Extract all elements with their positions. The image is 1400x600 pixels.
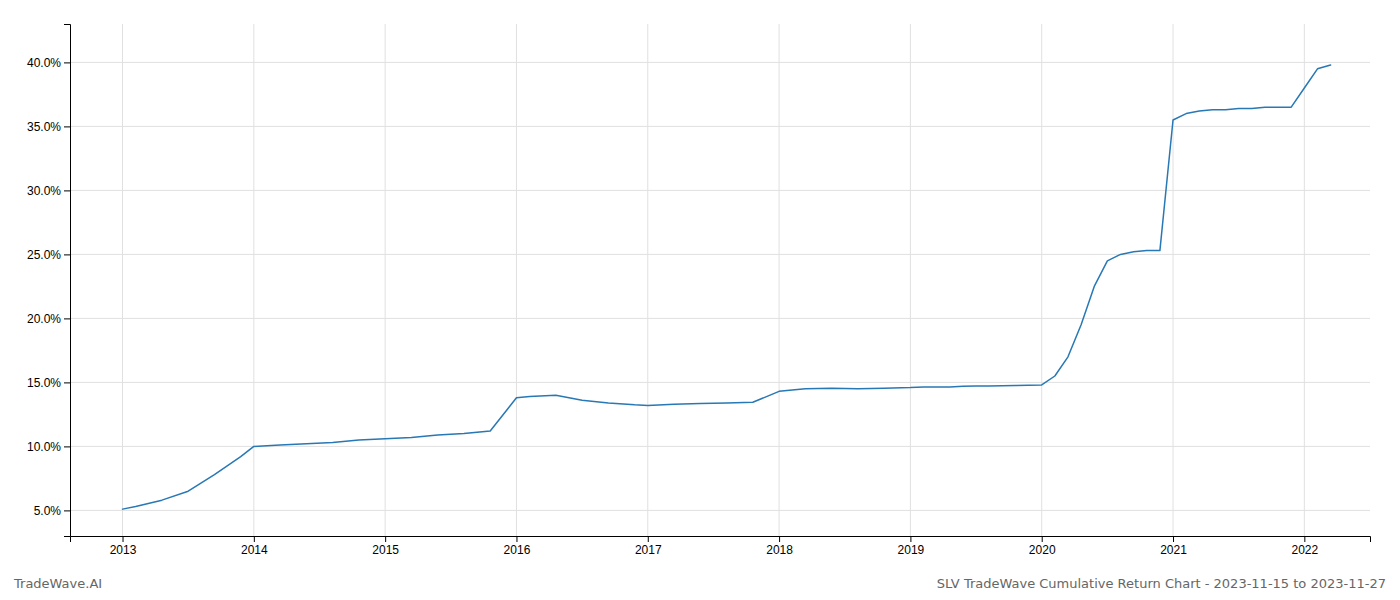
x-tick-label: 2019 (898, 543, 925, 557)
x-axis-line (71, 537, 1371, 543)
x-tick-label: 2018 (766, 543, 793, 557)
x-tick-mark (779, 536, 780, 542)
marks (123, 65, 1331, 509)
x-tick-label: 2017 (635, 543, 662, 557)
grid-line (70, 190, 1370, 191)
grid-line (70, 254, 1370, 255)
x-tick-label: 2016 (504, 543, 531, 557)
y-tick: 40.0% (27, 56, 70, 70)
x-tick-mark (910, 536, 911, 542)
x-tick-mark (1304, 536, 1305, 542)
x-tick-mark (1173, 536, 1174, 542)
x-tick-mark (516, 536, 517, 542)
y-tick: 10.0% (27, 440, 70, 454)
title: SLV TradeWave Cumulative Return Chart - … (937, 576, 1386, 591)
y-tick-mark (64, 254, 70, 255)
grid-line (516, 24, 517, 536)
grid-line (779, 24, 780, 536)
y-tick-label: 5.0% (34, 504, 62, 518)
y-tick-mark (64, 318, 70, 319)
y-tick-label: 15.0% (27, 376, 61, 390)
y-tick: 15.0% (27, 376, 70, 390)
y-tick-mark (64, 510, 70, 511)
grid-line (1304, 24, 1305, 536)
x-tick: 2013 (110, 536, 137, 557)
x-tick-label: 2014 (241, 543, 268, 557)
grid (70, 24, 1370, 536)
x-tick: 2022 (1291, 536, 1318, 557)
x-tick: 2018 (766, 536, 793, 557)
x-tick-label: 2021 (1160, 543, 1187, 557)
grid-line (122, 24, 123, 536)
y-tick-mark (64, 62, 70, 63)
grid-line (70, 510, 1370, 511)
grid-line (647, 24, 648, 536)
y-tick: 20.0% (27, 312, 70, 326)
y-tick: 25.0% (27, 248, 70, 262)
x-tick-mark (385, 536, 386, 542)
y-tick-label: 20.0% (27, 312, 61, 326)
x-tick-mark (254, 536, 255, 542)
x-tick-label: 2020 (1029, 543, 1056, 557)
grid-line (70, 382, 1370, 383)
y-tick-mark (64, 190, 70, 191)
y-tick: 30.0% (27, 184, 70, 198)
y-axis-line (64, 25, 71, 537)
y-axis: 5.0% 10.0% 15.0% 20.0% 25.0% 30.0% 35.0% 40.0% (27, 25, 71, 537)
x-tick-mark (123, 536, 124, 542)
y-tick-mark (64, 382, 70, 383)
x-tick-label: 2015 (372, 543, 399, 557)
line (123, 65, 1331, 509)
footer: TradeWave.AI (13, 576, 102, 591)
grid-line (70, 318, 1370, 319)
y-tick: 5.0% (34, 504, 70, 518)
grid-line (1041, 24, 1042, 536)
x-tick: 2020 (1029, 536, 1056, 557)
x-tick: 2021 (1160, 536, 1187, 557)
y-tick: 35.0% (27, 120, 70, 134)
y-tick-label: 40.0% (27, 56, 61, 70)
plot: 2013 2014 2015 2016 2017 2018 2019 2020 2021 2022… (27, 24, 1371, 557)
grid-line (70, 126, 1370, 127)
y-tick-label: 10.0% (27, 440, 61, 454)
x-tick-label: 2013 (110, 543, 137, 557)
x-tick: 2015 (372, 536, 399, 557)
y-tick-label: 35.0% (27, 120, 61, 134)
x-tick: 2014 (241, 536, 268, 557)
grid-line (70, 62, 1370, 63)
grid-line (253, 24, 254, 536)
x-tick: 2019 (898, 536, 925, 557)
y-tick-label: 30.0% (27, 184, 61, 198)
x-tick: 2017 (635, 536, 662, 557)
x-axis: 2013 2014 2015 2016 2017 2018 2019 2020 2021 2022 (71, 536, 1371, 557)
y-tick-mark (64, 126, 70, 127)
y-tick-mark (64, 446, 70, 447)
x-tick-mark (648, 536, 649, 542)
x-tick-mark (1042, 536, 1043, 542)
y-tick-label: 25.0% (27, 248, 61, 262)
grid-line (385, 24, 386, 536)
grid-line (1173, 24, 1174, 536)
chart: 2013 2014 2015 2016 2017 2018 2019 2020 2021 2022… (0, 0, 1400, 600)
grid-line (910, 24, 911, 536)
x-tick-label: 2022 (1291, 543, 1318, 557)
x-tick: 2016 (504, 536, 531, 557)
